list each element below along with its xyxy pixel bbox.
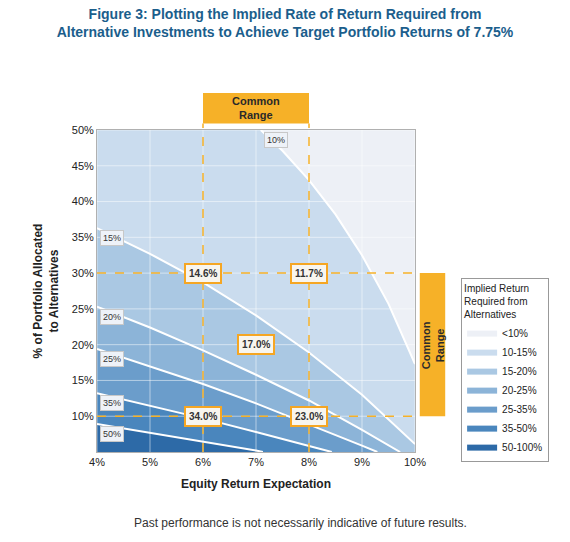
svg-text:40%: 40% bbox=[72, 195, 94, 207]
svg-text:20-25%: 20-25% bbox=[502, 385, 537, 396]
svg-text:34.0%: 34.0% bbox=[189, 411, 217, 422]
svg-text:6%: 6% bbox=[195, 456, 211, 468]
svg-text:45%: 45% bbox=[72, 160, 94, 172]
svg-text:25%: 25% bbox=[72, 303, 94, 315]
svg-text:35%: 35% bbox=[103, 398, 121, 408]
svg-text:11.7%: 11.7% bbox=[295, 268, 323, 279]
svg-text:<10%: <10% bbox=[502, 328, 528, 339]
svg-text:4%: 4% bbox=[89, 456, 105, 468]
svg-text:15%: 15% bbox=[72, 374, 94, 386]
svg-text:9%: 9% bbox=[354, 456, 370, 468]
svg-text:10-15%: 10-15% bbox=[502, 347, 537, 358]
svg-text:50-100%: 50-100% bbox=[502, 442, 542, 453]
svg-text:% of Portfolio Allocatedto Alt: % of Portfolio Allocatedto Alternatives bbox=[31, 224, 61, 359]
svg-text:8%: 8% bbox=[301, 456, 317, 468]
svg-text:10%: 10% bbox=[404, 456, 426, 468]
svg-text:Equity Return Expectation: Equity Return Expectation bbox=[181, 477, 331, 491]
svg-text:20%: 20% bbox=[103, 312, 121, 322]
svg-text:15%: 15% bbox=[103, 233, 121, 243]
svg-text:CommonRange: CommonRange bbox=[232, 95, 280, 121]
svg-text:50%: 50% bbox=[72, 124, 94, 136]
svg-text:35%: 35% bbox=[72, 231, 94, 243]
svg-text:Figure 3: Plotting the Implied: Figure 3: Plotting the Implied Rate of R… bbox=[57, 6, 514, 40]
svg-text:20%: 20% bbox=[72, 339, 94, 351]
svg-text:10%: 10% bbox=[72, 410, 94, 422]
svg-text:CommonRange: CommonRange bbox=[420, 321, 446, 369]
svg-text:14.6%: 14.6% bbox=[189, 268, 217, 279]
svg-text:5%: 5% bbox=[142, 456, 158, 468]
svg-text:10%: 10% bbox=[267, 135, 285, 145]
svg-text:Past performance is not necess: Past performance is not necessarily indi… bbox=[134, 516, 467, 530]
svg-text:7%: 7% bbox=[248, 456, 264, 468]
svg-text:23.0%: 23.0% bbox=[295, 411, 323, 422]
svg-text:25-35%: 25-35% bbox=[502, 404, 537, 415]
svg-text:35-50%: 35-50% bbox=[502, 423, 537, 434]
svg-text:25%: 25% bbox=[103, 354, 121, 364]
svg-text:15-20%: 15-20% bbox=[502, 366, 537, 377]
svg-text:30%: 30% bbox=[72, 267, 94, 279]
svg-text:Implied ReturnRequired fromAlt: Implied ReturnRequired fromAlternatives bbox=[464, 283, 529, 320]
svg-text:17.0%: 17.0% bbox=[242, 339, 270, 350]
svg-text:50%: 50% bbox=[103, 429, 121, 439]
